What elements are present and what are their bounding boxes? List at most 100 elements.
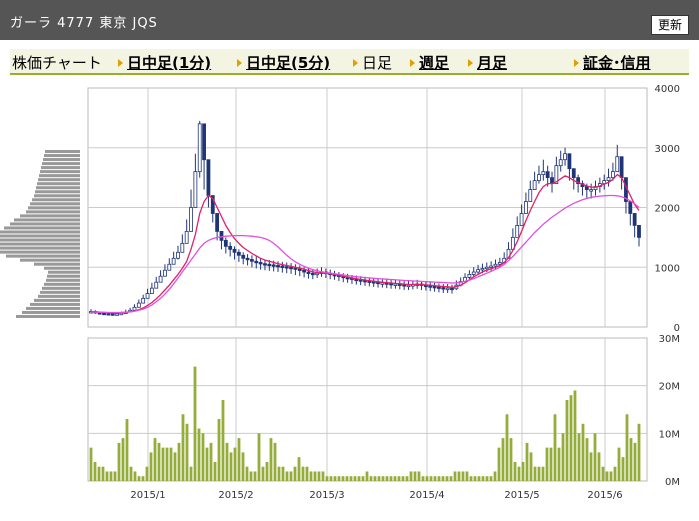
candle-body bbox=[163, 269, 167, 277]
volume-bar bbox=[245, 466, 249, 481]
volume-bar bbox=[409, 471, 413, 481]
volume-bar bbox=[469, 476, 473, 481]
candle-body bbox=[110, 313, 115, 316]
volume-bar bbox=[233, 447, 237, 481]
volume-bar bbox=[293, 466, 297, 481]
candle-body bbox=[184, 230, 189, 244]
volume-bar bbox=[473, 476, 477, 481]
volume-bar bbox=[593, 433, 597, 481]
volume-bar bbox=[505, 414, 509, 481]
volume-bar bbox=[385, 476, 389, 481]
volume-bar bbox=[177, 442, 181, 481]
arrow-right-icon bbox=[353, 58, 358, 67]
volume-bar bbox=[321, 471, 325, 481]
volume-bar bbox=[349, 476, 353, 481]
candle-body bbox=[276, 265, 280, 268]
candle-body bbox=[154, 281, 159, 289]
volume-bar bbox=[205, 447, 209, 481]
tab-weekly[interactable]: 週足 bbox=[410, 52, 449, 73]
price-histogram-bar bbox=[30, 302, 80, 306]
candle-body bbox=[589, 189, 594, 192]
volume-bar bbox=[393, 476, 397, 481]
volume-bar bbox=[625, 414, 629, 481]
candle-body bbox=[484, 266, 489, 270]
candle-body bbox=[524, 201, 528, 214]
volume-bar bbox=[189, 466, 193, 481]
volume-bar bbox=[621, 457, 625, 481]
candle-body bbox=[380, 282, 385, 285]
volume-bar bbox=[129, 466, 133, 481]
volume-bar bbox=[389, 476, 393, 481]
volume-bar bbox=[365, 471, 369, 481]
volume-panel bbox=[87, 337, 648, 482]
volume-bar bbox=[89, 447, 93, 481]
volume-bar bbox=[529, 452, 533, 481]
price-histogram-bar bbox=[22, 310, 80, 314]
volume-bar bbox=[285, 471, 289, 481]
volume-bar bbox=[569, 395, 573, 481]
price-histogram-bar bbox=[34, 262, 80, 266]
chart-section-label: 株価チャート bbox=[12, 54, 102, 72]
volume-bar bbox=[377, 476, 381, 481]
candle-body bbox=[445, 287, 450, 291]
price-y-tick-label: 4000 bbox=[655, 84, 680, 95]
volume-bar bbox=[253, 471, 257, 481]
candle-body bbox=[615, 156, 620, 173]
volume-bar bbox=[589, 452, 593, 481]
tab-intraday-1min[interactable]: 日中足(1分) bbox=[118, 52, 211, 73]
price-y-tick-label: 3000 bbox=[655, 144, 680, 155]
candle-body bbox=[180, 242, 185, 253]
candle-body bbox=[215, 213, 220, 232]
volume-bar bbox=[297, 457, 301, 481]
price-histogram-bar bbox=[42, 162, 80, 166]
volume-bar bbox=[561, 433, 565, 481]
volume-bar bbox=[445, 476, 449, 481]
volume-bar bbox=[213, 461, 217, 481]
volume-bar bbox=[225, 442, 229, 481]
volume-bar bbox=[361, 476, 365, 481]
volume-bar bbox=[133, 471, 137, 481]
volume-bar bbox=[533, 466, 537, 481]
price-histogram-bar bbox=[41, 166, 80, 170]
volume-bar bbox=[193, 366, 197, 481]
chart-nav-bar: 株価チャート 日中足(1分) 日中足(5分) 日足 週足 月足 証金･信用 bbox=[10, 49, 689, 75]
candle-body bbox=[584, 186, 589, 190]
volume-bar bbox=[169, 447, 173, 481]
volume-bar bbox=[629, 438, 633, 481]
volume-bar bbox=[269, 438, 273, 481]
tab-intraday-5min[interactable]: 日中足(5分) bbox=[237, 52, 330, 73]
volume-bar bbox=[241, 452, 245, 481]
volume-bar bbox=[429, 476, 433, 481]
candle-body bbox=[310, 272, 315, 276]
price-histogram-bar bbox=[6, 254, 80, 258]
candle-body bbox=[258, 262, 263, 265]
volume-bar bbox=[373, 476, 377, 481]
candle-body bbox=[554, 165, 559, 185]
tab-monthly[interactable]: 月足 bbox=[468, 52, 507, 73]
candle-body bbox=[441, 287, 446, 290]
volume-bar bbox=[449, 476, 453, 481]
arrow-right-icon bbox=[118, 58, 123, 67]
price-histogram-bar bbox=[44, 154, 80, 158]
tab-margin-credit[interactable]: 証金･信用 bbox=[574, 52, 651, 73]
price-histogram-bar bbox=[0, 238, 80, 242]
volume-bar bbox=[237, 438, 241, 481]
candle-body bbox=[576, 177, 581, 184]
candle-body bbox=[611, 171, 615, 179]
volume-bar bbox=[461, 471, 465, 481]
x-tick-label: 2015/4 bbox=[409, 490, 444, 501]
tab-daily[interactable]: 日足 bbox=[353, 52, 392, 73]
price-y-tick-label: 2000 bbox=[655, 204, 680, 215]
candle-body bbox=[284, 266, 289, 269]
candle-body bbox=[267, 263, 272, 267]
x-tick-label: 2015/3 bbox=[309, 490, 344, 501]
candle-body bbox=[115, 313, 119, 316]
moving-average-short-line bbox=[90, 173, 640, 314]
x-tick-label: 2015/6 bbox=[587, 490, 622, 501]
arrow-right-icon bbox=[410, 58, 415, 67]
volume-bar bbox=[229, 452, 233, 481]
refresh-button[interactable]: 更新 bbox=[650, 15, 689, 35]
candle-body bbox=[632, 213, 637, 226]
volume-bar bbox=[525, 442, 529, 481]
candle-body bbox=[476, 269, 480, 273]
